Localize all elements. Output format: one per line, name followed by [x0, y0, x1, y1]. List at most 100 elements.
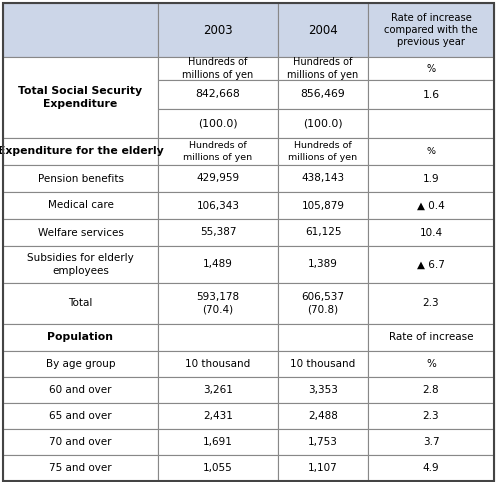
Bar [3, 455, 158, 481]
Text: 3,261: 3,261 [203, 385, 233, 395]
Text: 3.7: 3.7 [422, 437, 439, 447]
Bar [158, 324, 278, 351]
Text: By age group: By age group [46, 359, 115, 369]
Text: 60 and over: 60 and over [49, 385, 112, 395]
Bar [368, 455, 494, 481]
Bar [368, 429, 494, 455]
Bar [3, 57, 158, 138]
Text: 1.6: 1.6 [422, 90, 439, 99]
Bar [158, 283, 278, 324]
Bar [158, 57, 278, 80]
Bar [3, 165, 158, 192]
Text: 61,125: 61,125 [305, 228, 341, 238]
Text: 2,431: 2,431 [203, 411, 233, 421]
Bar [278, 403, 368, 429]
Bar [278, 283, 368, 324]
Text: %: % [426, 359, 436, 369]
Bar [368, 57, 494, 80]
Bar [3, 283, 158, 324]
Bar [3, 429, 158, 455]
Text: 105,879: 105,879 [302, 201, 344, 211]
Bar [158, 165, 278, 192]
Text: Hundreds of
millions of yen: Hundreds of millions of yen [182, 57, 253, 80]
Text: Total: Total [68, 298, 92, 308]
Bar [368, 80, 494, 109]
Bar [158, 138, 278, 165]
Bar [158, 219, 278, 246]
Text: 106,343: 106,343 [196, 201, 240, 211]
Text: 606,537
(70.8): 606,537 (70.8) [302, 292, 344, 315]
Bar [158, 403, 278, 429]
Bar [368, 403, 494, 429]
Bar [3, 246, 158, 283]
Text: 2.3: 2.3 [422, 411, 439, 421]
Bar [368, 138, 494, 165]
Text: 10 thousand: 10 thousand [185, 359, 250, 369]
Text: Pension benefits: Pension benefits [37, 174, 123, 184]
Text: 1,107: 1,107 [308, 463, 338, 473]
Bar [158, 192, 278, 219]
Text: Rate of increase: Rate of increase [389, 333, 473, 343]
Text: Total Social Security
Expenditure: Total Social Security Expenditure [18, 86, 143, 109]
Text: ▲ 0.4: ▲ 0.4 [417, 201, 445, 211]
Text: 2,488: 2,488 [308, 411, 338, 421]
Text: ▲ 6.7: ▲ 6.7 [417, 259, 445, 269]
Bar [368, 324, 494, 351]
Bar [158, 351, 278, 377]
Text: 2.8: 2.8 [422, 385, 439, 395]
Bar [3, 219, 158, 246]
Bar [278, 192, 368, 219]
Bar [3, 138, 158, 165]
Text: 1,055: 1,055 [203, 463, 233, 473]
Text: 1,389: 1,389 [308, 259, 338, 269]
Bar [278, 80, 368, 109]
Text: 10 thousand: 10 thousand [290, 359, 356, 369]
Bar [3, 3, 158, 57]
Text: Hundreds of
millions of yen: Hundreds of millions of yen [183, 141, 252, 161]
Bar [158, 455, 278, 481]
Text: Hundreds of
millions of yen: Hundreds of millions of yen [288, 141, 357, 161]
Bar [368, 283, 494, 324]
Text: 2004: 2004 [308, 24, 338, 37]
Text: (100.0): (100.0) [303, 119, 343, 129]
Bar [278, 351, 368, 377]
Text: Medical care: Medical care [48, 201, 113, 211]
Bar [278, 455, 368, 481]
Text: Rate of increase
compared with the
previous year: Rate of increase compared with the previ… [384, 13, 478, 47]
Bar [278, 429, 368, 455]
Bar [368, 3, 494, 57]
Bar [278, 57, 368, 80]
Text: 75 and over: 75 and over [49, 463, 112, 473]
Text: (100.0): (100.0) [198, 119, 238, 129]
Text: 842,668: 842,668 [196, 90, 241, 99]
Text: Expenditure for the elderly: Expenditure for the elderly [0, 147, 164, 157]
Text: 1.9: 1.9 [422, 174, 439, 184]
Bar [368, 219, 494, 246]
Bar [278, 246, 368, 283]
Bar [158, 429, 278, 455]
Text: 10.4: 10.4 [419, 228, 442, 238]
Text: Population: Population [48, 333, 113, 343]
Bar [368, 351, 494, 377]
Bar [368, 246, 494, 283]
Bar [368, 109, 494, 138]
Text: 2.3: 2.3 [422, 298, 439, 308]
Bar [278, 324, 368, 351]
Text: 1,691: 1,691 [203, 437, 233, 447]
Text: Subsidies for elderly
employees: Subsidies for elderly employees [27, 254, 134, 276]
Text: 1,753: 1,753 [308, 437, 338, 447]
Text: 65 and over: 65 and over [49, 411, 112, 421]
Bar [368, 165, 494, 192]
Text: %: % [426, 64, 435, 73]
Bar [3, 192, 158, 219]
Text: 3,353: 3,353 [308, 385, 338, 395]
Text: 2003: 2003 [203, 24, 233, 37]
Bar [278, 3, 368, 57]
Bar [158, 246, 278, 283]
Text: Hundreds of
millions of yen: Hundreds of millions of yen [287, 57, 359, 80]
Text: 856,469: 856,469 [301, 90, 345, 99]
Bar [278, 109, 368, 138]
Bar [158, 3, 278, 57]
Text: 1,489: 1,489 [203, 259, 233, 269]
Text: 438,143: 438,143 [302, 174, 344, 184]
